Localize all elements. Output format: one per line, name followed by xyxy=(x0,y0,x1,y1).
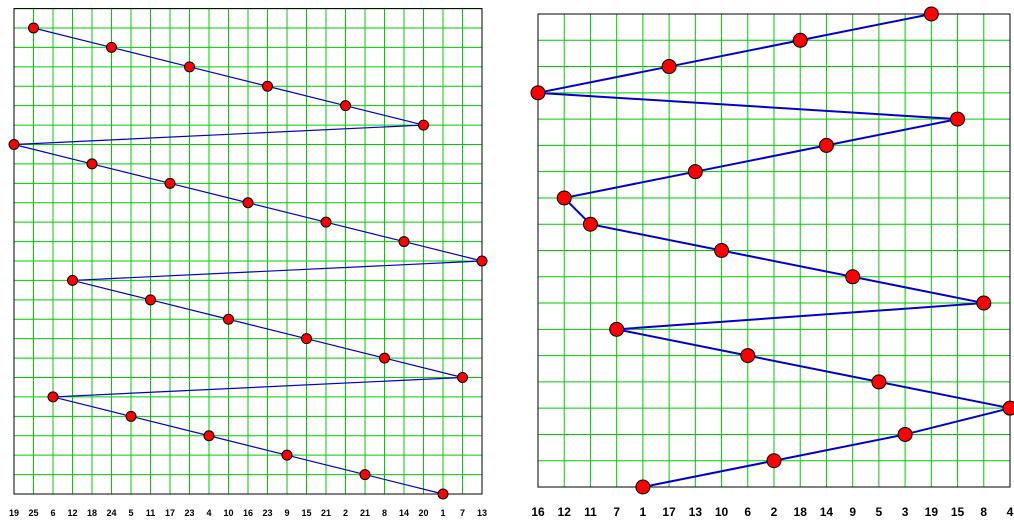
data-point-10 xyxy=(714,243,730,258)
x-tick-label: 13 xyxy=(689,505,703,519)
data-point-13 xyxy=(609,321,625,337)
x-tick-label: 15 xyxy=(951,505,965,519)
x-tick-label: 21 xyxy=(321,508,331,518)
data-point-17 xyxy=(301,333,312,345)
data-point-25 xyxy=(437,488,449,500)
data-point-7 xyxy=(687,164,703,180)
x-tick-label: 17 xyxy=(165,508,175,518)
data-point-24 xyxy=(359,469,371,481)
x-tick-label: 14 xyxy=(820,505,834,519)
data-point-2 xyxy=(106,41,117,53)
data-point-2 xyxy=(792,32,808,48)
grid-lines xyxy=(537,13,1011,488)
data-point-6 xyxy=(818,137,834,153)
data-point-16 xyxy=(1002,400,1014,416)
data-point-1 xyxy=(28,22,39,34)
x-tick-label: 9 xyxy=(849,505,856,519)
data-point-15 xyxy=(145,294,156,306)
data-point-19 xyxy=(457,372,468,383)
x-tick-label: 10 xyxy=(715,505,729,519)
x-tick-label: 7 xyxy=(460,508,465,518)
chart-panel-2: 16 12 11 7 1 17 13 10 6 2 18 14 9 5 3 19 15 8 4 xyxy=(530,6,1014,519)
data-point-15 xyxy=(871,374,887,390)
data-point-20 xyxy=(47,391,59,403)
data-point-21 xyxy=(125,410,137,422)
x-tick-label: 8 xyxy=(980,505,987,519)
x-tick-label: 21 xyxy=(360,508,370,518)
chart-panel-1: 19 25 6 12 18 24 5 11 17 23 4 10 16 23 9 15 21 2 21 8 14 20 1 7… xyxy=(8,8,488,518)
x-tick-label: 6 xyxy=(744,505,751,519)
data-point-17 xyxy=(897,426,913,442)
data-point-4 xyxy=(262,80,273,92)
data-point-5 xyxy=(340,100,351,112)
data-point-18 xyxy=(766,453,782,469)
x-tick-label: 7 xyxy=(613,505,620,519)
x-tick-label: 8 xyxy=(382,508,387,518)
x-tick-label: 1 xyxy=(440,508,445,518)
data-point-10 xyxy=(242,197,254,209)
data-point-4 xyxy=(530,85,546,101)
data-point-8 xyxy=(86,158,98,170)
x-tick-label: 4 xyxy=(206,508,211,518)
x-tick-label: 11 xyxy=(584,505,597,519)
x-tick-label: 16 xyxy=(243,508,253,518)
x-tick-label: 4 xyxy=(1007,505,1014,519)
x-tick-label: 2 xyxy=(771,505,778,519)
data-point-11 xyxy=(320,216,332,228)
data-point-12 xyxy=(976,295,992,311)
x-tick-label: 23 xyxy=(262,508,272,518)
x-tick-label: 19 xyxy=(9,508,19,518)
data-point-5 xyxy=(950,111,966,127)
data-point-11 xyxy=(845,269,861,285)
data-point-14 xyxy=(67,274,78,286)
x-tick-label: 24 xyxy=(106,508,116,518)
x-tick-label: 10 xyxy=(223,508,233,518)
data-point-9 xyxy=(582,216,598,232)
data-point-9 xyxy=(164,177,176,189)
x-tick-label: 14 xyxy=(399,508,409,518)
plot-frame xyxy=(537,13,1011,488)
data-point-3 xyxy=(184,61,195,73)
plot-frame xyxy=(13,8,483,495)
x-tick-label: 16 xyxy=(531,505,545,519)
data-point-1 xyxy=(923,6,939,22)
x-tick-label: 2 xyxy=(343,508,348,518)
x-tick-label: 17 xyxy=(662,505,676,519)
x-tick-label: 5 xyxy=(128,508,133,518)
data-point-7 xyxy=(8,139,20,150)
data-point-14 xyxy=(740,348,756,364)
x-tick-label: 15 xyxy=(301,508,311,518)
data-point-16 xyxy=(223,313,234,325)
x-tick-label: 3 xyxy=(902,505,909,519)
x-tick-label: 18 xyxy=(87,508,97,518)
x-tick-label: 6 xyxy=(50,508,55,518)
data-point-18 xyxy=(379,352,390,364)
x-tick-label: 11 xyxy=(146,508,156,518)
x-tick-label: 1 xyxy=(640,505,647,519)
x-tick-label: 9 xyxy=(284,508,289,518)
data-point-22 xyxy=(203,430,215,442)
data-point-19 xyxy=(635,479,651,495)
x-tick-label: 12 xyxy=(558,505,572,519)
x-tick-label: 23 xyxy=(184,508,194,518)
data-point-3 xyxy=(661,59,677,75)
x-tick-label: 18 xyxy=(794,505,808,519)
x-tick-label: 13 xyxy=(477,508,487,518)
data-point-12 xyxy=(398,236,410,248)
x-tick-label: 25 xyxy=(28,508,38,518)
data-point-23 xyxy=(281,449,293,461)
x-tick-label: 5 xyxy=(876,505,883,519)
data-point-6 xyxy=(418,119,429,131)
x-tick-label: 20 xyxy=(418,508,428,518)
x-tick-label: 12 xyxy=(67,508,77,518)
data-point-13 xyxy=(476,255,488,267)
data-point-8 xyxy=(556,190,572,206)
x-tick-label: 19 xyxy=(925,505,939,519)
